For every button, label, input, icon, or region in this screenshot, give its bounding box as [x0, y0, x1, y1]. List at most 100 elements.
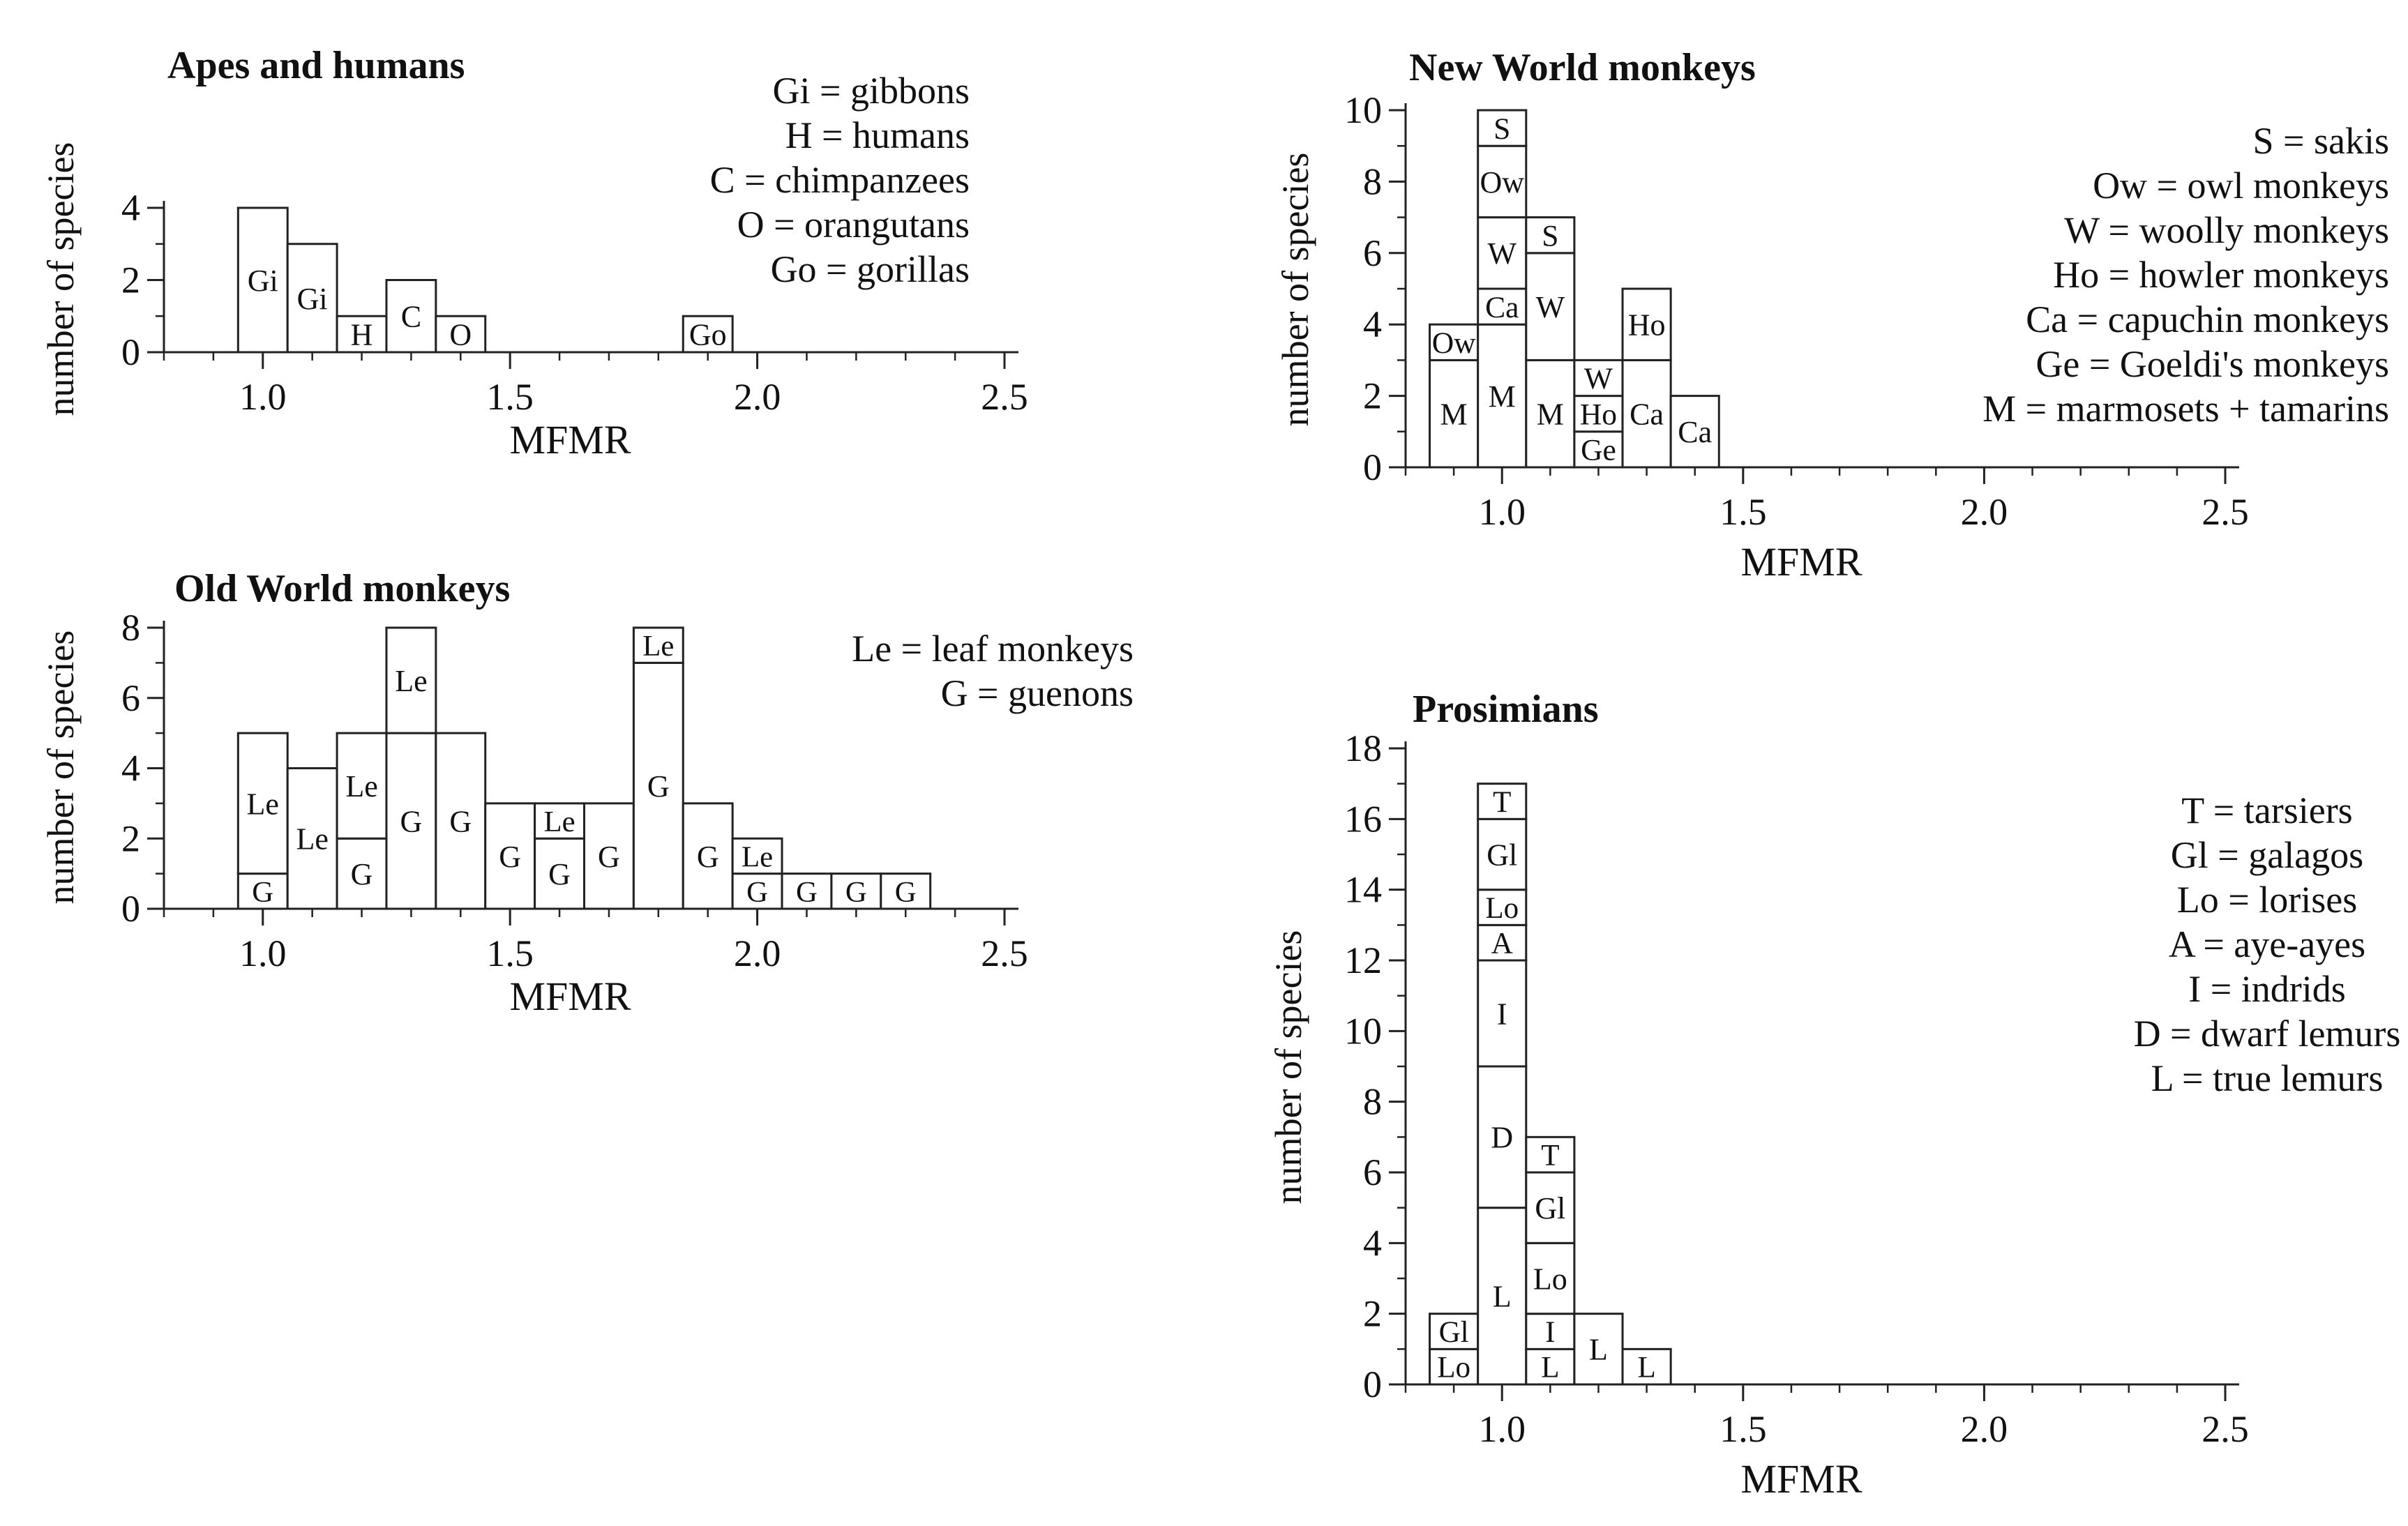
panel-4-bar-label-gl: Gl: [1535, 1191, 1565, 1225]
panel-3-bar-label-g: G: [252, 876, 273, 909]
panel-2-bar-label-ow: Ow: [1432, 326, 1476, 360]
panel-3-bar-label-g: G: [449, 804, 472, 838]
panel-2-bar-label-ca: Ca: [1630, 398, 1664, 432]
panel-2-legend-entry-ho: Ho = howler monkeys: [2053, 254, 2389, 296]
panel-4-bar-segment-t: [1525, 1135, 1576, 1174]
panel-3-bar-label-g: G: [796, 876, 818, 909]
panel-1-y-tick-label: 4: [121, 187, 140, 229]
panel-3-bar-label-g: G: [697, 840, 719, 874]
panel-3-bar-label-le: Le: [395, 664, 427, 698]
panel-2-x-axis-label: MFMR: [1740, 539, 1862, 584]
panel-4-legend-entry-d: D = dwarf lemurs: [2134, 1013, 2401, 1055]
panel-4-bar-segment-gl: [1429, 1313, 1480, 1350]
panel-1-x-tick-label: 1.5: [486, 376, 534, 418]
panel-3-y-tick-label: 0: [121, 888, 140, 930]
panel-3-x-tick-label: 1.5: [486, 932, 534, 974]
panel-2-bar-label-w: W: [1536, 290, 1565, 324]
panel-2-bar-segment-ca: [1669, 395, 1720, 469]
panel-3-bar-segment-g: [781, 872, 833, 910]
panel-4-bar-label-a: A: [1491, 928, 1513, 960]
panel-4-bar-label-gl: Gl: [1487, 838, 1517, 872]
panel-2-y-tick-label: 0: [1363, 446, 1382, 488]
panel-3-title: Old World monkeys: [174, 567, 510, 610]
panel-3-bar-label-g: G: [351, 857, 373, 891]
panel-4-bar-label-t: T: [1493, 786, 1511, 819]
panel-2-y-tick-label: 2: [1363, 375, 1382, 417]
panel-1-x-tick-label: 2.5: [981, 376, 1028, 418]
panel-4-legend-entry-t: T = tarsiers: [2181, 790, 2352, 831]
panel-2-bar-segment-ho: [1621, 287, 1672, 361]
panel-4-bar-label-lo: Lo: [1485, 892, 1519, 925]
panel-3-bar-label-le: Le: [247, 787, 279, 821]
panel-4-bar-segment-a: [1477, 923, 1528, 962]
panel-4-legend-entry-gl: Gl = galagos: [2171, 834, 2363, 876]
panel-1-x-axis-label: MFMR: [509, 417, 631, 462]
panel-4-y-tick-label: 4: [1363, 1222, 1382, 1264]
panel-2-bar-segment-s: [1477, 109, 1528, 147]
panel-3-bar-label-le: Le: [543, 806, 575, 838]
panel-1-bar-segment-gi: [286, 243, 338, 354]
panel-4-bar-label-gl: Gl: [1439, 1316, 1469, 1349]
panel-1-bar-label-h: H: [351, 318, 373, 352]
panel-4-y-tick-label: 8: [1363, 1081, 1382, 1123]
panel-2-x-tick-label: 1.0: [1478, 491, 1526, 533]
panel-4-bar-segment-gl: [1477, 817, 1528, 891]
panel-3-bar-segment-le: [385, 626, 437, 734]
panel-2-y-tick-label: 4: [1363, 303, 1382, 345]
panel-3-bar-segment-g: [583, 802, 635, 910]
panel-2-x-tick-label: 2.0: [1961, 491, 2008, 533]
panel-4-y-tick-label: 10: [1344, 1010, 1382, 1052]
panel-3-bar-label-g: G: [598, 840, 620, 874]
panel-4-bar-label-l: L: [1541, 1352, 1559, 1384]
panel-3-legend-entry-g: G = guenons: [941, 672, 1134, 714]
panel-2-bar-segment-s: [1525, 216, 1576, 255]
panel-3-bar-segment-g: [385, 732, 437, 910]
panel-3-bar-segment-g: [236, 872, 289, 910]
panel-4-bar-segment-l: [1525, 1347, 1576, 1386]
panel-3-y-axis-label: number of species: [40, 630, 82, 905]
panel-2-bar-label-ge: Ge: [1581, 434, 1616, 467]
panel-4-bar-label-d: D: [1491, 1121, 1513, 1155]
panel-4-legend-entry-lo: Lo = lorises: [2177, 879, 2357, 921]
panel-4-y-tick-label: 0: [1363, 1363, 1382, 1405]
panel-4-legend-entry-a: A = aye-ayes: [2169, 923, 2365, 965]
panel-2-legend-entry-ge: Ge = Goeldi's monkeys: [2035, 343, 2389, 385]
panel-3-bar-label-g: G: [548, 857, 571, 891]
panel-1-bar-segment-gi: [236, 206, 289, 354]
panel-4-y-axis-label: number of species: [1267, 930, 1309, 1204]
panel-2-bar-label-ca: Ca: [1485, 291, 1519, 324]
panel-2-bar-label-m: M: [1489, 379, 1516, 414]
panel-4-bar-label-l: L: [1637, 1352, 1655, 1384]
panel-4-y-tick-label: 14: [1344, 869, 1382, 911]
panel-2-bar-label-w: W: [1584, 362, 1613, 395]
panel-4-legend-entry-i: I = indrids: [2188, 968, 2345, 1010]
panel-1-legend-entry-o: O = orangutans: [737, 204, 970, 245]
panel-4-y-tick-label: 6: [1363, 1151, 1382, 1193]
panel-2-legend-entry-w: W = woolly monkeys: [2064, 209, 2389, 251]
panel-1-legend-entry-h: H = humans: [785, 114, 970, 156]
panel-4-bar-segment-lo: [1525, 1241, 1576, 1315]
panel-2-y-axis-label: number of species: [1274, 153, 1316, 427]
panel-3-y-tick-label: 2: [121, 817, 140, 859]
panel-3-bar-label-g: G: [746, 876, 768, 909]
panel-4-title: Prosimians: [1413, 688, 1599, 731]
panel-3-bar-segment-g: [534, 837, 586, 910]
panel-1-legend-entry-go: Go = gorillas: [771, 248, 970, 290]
panel-2-x-tick-label: 1.5: [1720, 491, 1767, 533]
panel-1-y-tick-label: 0: [121, 331, 140, 373]
panel-1-bar-segment-c: [385, 279, 437, 354]
panel-2-y-tick-label: 8: [1363, 160, 1382, 202]
panel-3-y-tick-label: 4: [121, 748, 140, 790]
panel-1-legend-entry-gi: Gi = gibbons: [773, 70, 970, 112]
panel-1-y-tick-label: 2: [121, 259, 140, 301]
panel-2-y-tick-label: 6: [1363, 232, 1382, 274]
panel-1-bar-label-go: Go: [689, 318, 727, 352]
panel-1-bar-label-o: O: [449, 318, 472, 352]
panel-2-bar-label-ho: Ho: [1580, 398, 1617, 431]
panel-1-bar-segment-h: [336, 315, 388, 354]
panel-1-bar-label-gi: Gi: [297, 282, 328, 316]
panel-2-bar-segment-ca: [1621, 358, 1672, 469]
panel-2-bar-segment-m: [1477, 323, 1528, 469]
panel-3-x-tick-label: 2.5: [981, 932, 1028, 974]
